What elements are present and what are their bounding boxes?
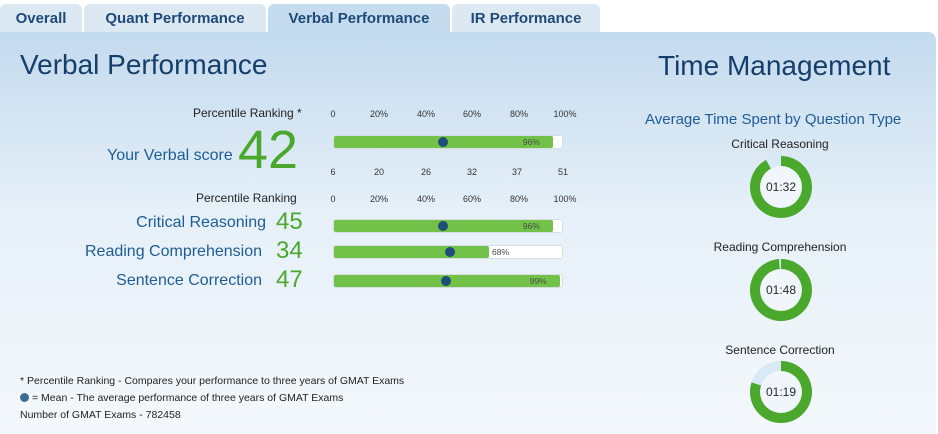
percentile-tick: 0 bbox=[330, 109, 336, 119]
score-tick: 6 bbox=[330, 167, 336, 177]
verbal-mean-marker bbox=[438, 137, 449, 147]
critical-reasoning-percentile: 96% bbox=[522, 221, 540, 231]
time-management-subtitle: Average Time Spent by Question Type bbox=[645, 111, 902, 128]
sentence-correction-label: Sentence Correction bbox=[116, 272, 262, 289]
percentile-axis-top: 0 20% 40% 60% 80% 100% bbox=[330, 109, 576, 121]
percentile-tick: 60% bbox=[462, 194, 482, 204]
reading-comprehension-mean-marker bbox=[445, 247, 456, 257]
reading-comprehension-score: 34 bbox=[276, 237, 303, 264]
percentile-tick: 80% bbox=[509, 194, 529, 204]
critical-reasoning-mean-marker bbox=[438, 221, 449, 231]
percentile-ranking-header: Percentile Ranking * bbox=[193, 106, 302, 120]
donut-label-critical-reasoning: Critical Reasoning bbox=[731, 137, 829, 151]
tab-quant-performance[interactable]: Quant Performance bbox=[84, 4, 266, 32]
verbal-title: Verbal Performance bbox=[20, 49, 268, 80]
sentence-correction-percentile: 99% bbox=[529, 276, 547, 286]
critical-reasoning-score: 45 bbox=[276, 208, 303, 235]
donut-hole bbox=[760, 371, 802, 413]
donut-chart bbox=[750, 361, 813, 423]
verbal-percentile-bar: 96% bbox=[333, 135, 563, 149]
percentile-tick: 40% bbox=[416, 194, 436, 204]
donut-label-reading-comprehension: Reading Comprehension bbox=[713, 240, 847, 254]
percentile-tick: 40% bbox=[416, 109, 436, 119]
reading-comprehension-fill bbox=[334, 246, 490, 258]
donut-label-sentence-correction: Sentence Correction bbox=[725, 343, 835, 357]
donut-critical-reasoning: 01:32 bbox=[749, 155, 813, 219]
tab-ir-performance[interactable]: IR Performance bbox=[452, 4, 600, 32]
score-tick: 26 bbox=[420, 167, 432, 177]
donut-reading-comprehension: 01:48 bbox=[749, 258, 813, 322]
time-management-title: Time Management bbox=[658, 50, 891, 81]
verbal-performance-panel: Verbal Performance Percentile Ranking * … bbox=[0, 32, 936, 434]
mean-dot-icon bbox=[20, 393, 29, 402]
donut-sentence-correction: 01:19 bbox=[749, 360, 813, 424]
donut-time-critical-reasoning: 01:32 bbox=[765, 180, 797, 194]
score-tick: 51 bbox=[557, 167, 569, 177]
score-axis: 6 20 26 32 37 51 bbox=[330, 167, 569, 179]
donut-time-reading-comprehension: 01:48 bbox=[765, 283, 797, 297]
exam-count-footnote: Number of GMAT Exams - 782458 bbox=[20, 409, 181, 421]
percentile-tick: 20% bbox=[369, 109, 389, 119]
score-tick: 20 bbox=[373, 167, 385, 177]
mean-footnote: = Mean - The average performance of thre… bbox=[20, 392, 343, 404]
verbal-percentile-label: 96% bbox=[522, 137, 540, 147]
percentile-tick: 0 bbox=[330, 194, 336, 204]
percentile-tick: 100% bbox=[553, 194, 577, 204]
tab-verbal-performance[interactable]: Verbal Performance bbox=[268, 4, 450, 32]
donut-chart bbox=[749, 259, 812, 321]
donut-hole bbox=[760, 269, 802, 311]
verbal-score-value: 42 bbox=[238, 120, 299, 180]
reading-comprehension-label: Reading Comprehension bbox=[85, 243, 262, 260]
sub-percentile-header: Percentile Ranking bbox=[196, 191, 297, 205]
donut-time-sentence-correction: 01:19 bbox=[765, 385, 797, 399]
mean-footnote-text: = Mean - The average performance of thre… bbox=[32, 392, 344, 404]
verbal-score-label: Your Verbal score bbox=[107, 147, 233, 164]
score-tick: 32 bbox=[466, 167, 478, 177]
sentence-correction-bar: 99% bbox=[333, 274, 563, 288]
sentence-correction-mean-marker bbox=[440, 276, 451, 286]
reading-comprehension-bar: 68% bbox=[333, 245, 563, 259]
reading-comprehension-percentile: 68% bbox=[492, 247, 510, 257]
tab-overall[interactable]: Overall bbox=[0, 4, 82, 32]
score-tick: 37 bbox=[511, 167, 523, 177]
critical-reasoning-bar: 96% bbox=[333, 219, 563, 233]
percentile-tick: 100% bbox=[553, 109, 577, 119]
tab-bar: Overall Quant Performance Verbal Perform… bbox=[0, 4, 938, 32]
percentile-footnote: * Percentile Ranking - Compares your per… bbox=[20, 375, 405, 387]
critical-reasoning-label: Critical Reasoning bbox=[136, 214, 266, 231]
percentile-axis-sub: 0 20% 40% 60% 80% 100% bbox=[330, 194, 576, 206]
percentile-tick: 60% bbox=[462, 109, 482, 119]
donut-hole bbox=[760, 166, 802, 208]
percentile-tick: 80% bbox=[509, 109, 529, 119]
percentile-tick: 20% bbox=[369, 194, 389, 204]
sentence-correction-score: 47 bbox=[276, 266, 303, 293]
donut-chart bbox=[749, 156, 812, 218]
